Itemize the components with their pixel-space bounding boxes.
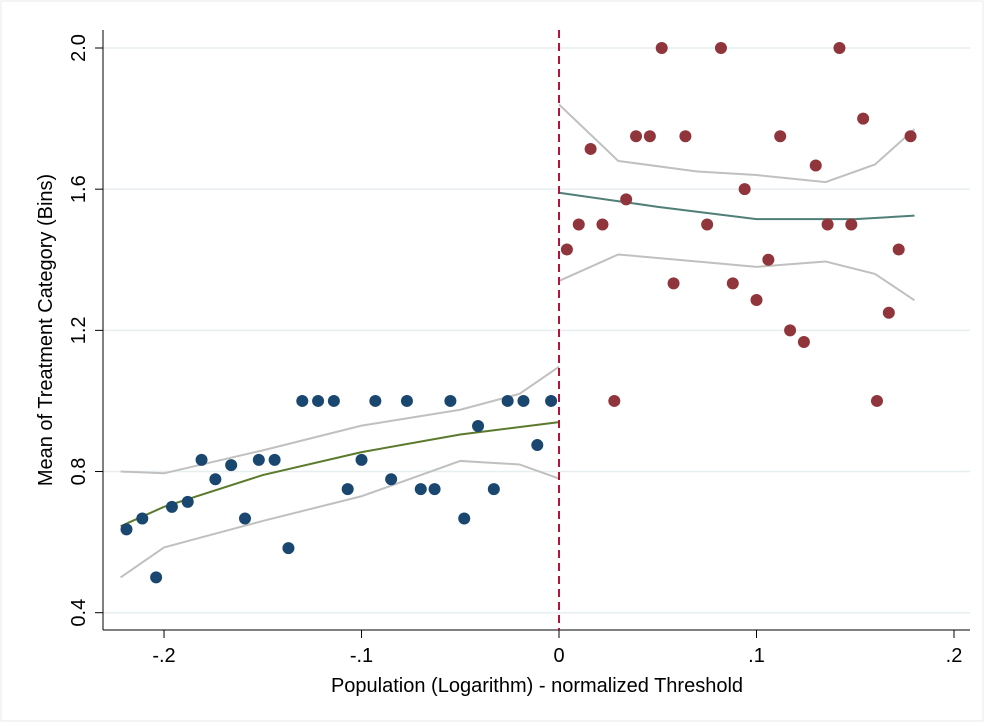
fit-line	[558, 103, 916, 184]
point	[531, 439, 544, 452]
point	[904, 130, 917, 143]
y-tick-label: 1.2	[68, 316, 90, 344]
point	[833, 42, 846, 54]
point	[517, 394, 530, 407]
y-tick-label: 1.6	[68, 175, 90, 203]
point	[738, 183, 751, 196]
fit-line	[120, 365, 560, 475]
point	[120, 523, 133, 536]
x-tick-label: -.1	[350, 645, 373, 667]
point	[385, 473, 398, 486]
point	[327, 394, 340, 407]
point	[165, 500, 178, 513]
point	[797, 336, 810, 348]
point	[845, 218, 858, 231]
x-tick-label: -.2	[152, 645, 175, 667]
point	[584, 142, 597, 155]
point	[136, 512, 149, 525]
point	[414, 483, 427, 496]
y-tick-label: 2.0	[68, 34, 90, 62]
point	[501, 394, 514, 407]
point	[428, 483, 441, 496]
point	[726, 277, 739, 290]
point	[312, 394, 325, 407]
point	[572, 218, 585, 231]
point	[821, 218, 834, 231]
x-axis-title: Population (Logarithm) - normalized Thre…	[331, 675, 743, 697]
fit-line	[558, 253, 916, 302]
point	[545, 394, 558, 407]
point	[238, 512, 251, 525]
point	[667, 277, 680, 290]
point	[809, 159, 822, 172]
point	[487, 483, 500, 496]
fit-line	[120, 421, 560, 528]
point	[750, 294, 763, 306]
point	[400, 394, 413, 407]
x-tick-label: .2	[946, 645, 963, 667]
point	[341, 483, 354, 496]
x-tick-label: .1	[748, 645, 765, 667]
point	[444, 394, 457, 407]
point	[679, 130, 692, 143]
point	[195, 453, 208, 466]
x-tick-label: 0	[553, 645, 564, 667]
point	[355, 453, 368, 466]
point	[701, 218, 714, 231]
point	[608, 394, 621, 407]
fit-line	[120, 459, 560, 579]
point	[620, 193, 633, 206]
y-axis-title: Mean of Treatment Category (Bins)	[35, 174, 57, 486]
point	[655, 42, 668, 54]
point	[560, 243, 573, 256]
point	[784, 324, 797, 337]
point	[472, 420, 485, 432]
point	[870, 394, 883, 407]
y-tick-label: 0.4	[68, 599, 90, 627]
point	[209, 473, 222, 486]
point	[252, 453, 265, 466]
point	[774, 130, 787, 143]
point	[282, 542, 295, 555]
y-tick-label: 0.8	[68, 458, 90, 486]
point	[630, 130, 643, 143]
point	[714, 42, 727, 54]
point	[458, 512, 471, 525]
point	[150, 571, 163, 584]
point	[857, 112, 870, 125]
point	[225, 459, 238, 472]
point	[369, 394, 382, 407]
point	[882, 306, 895, 319]
point	[181, 495, 194, 508]
point	[596, 218, 609, 231]
point	[643, 130, 656, 143]
point	[762, 253, 775, 266]
point	[296, 394, 309, 407]
point	[268, 453, 281, 466]
point	[892, 243, 905, 256]
